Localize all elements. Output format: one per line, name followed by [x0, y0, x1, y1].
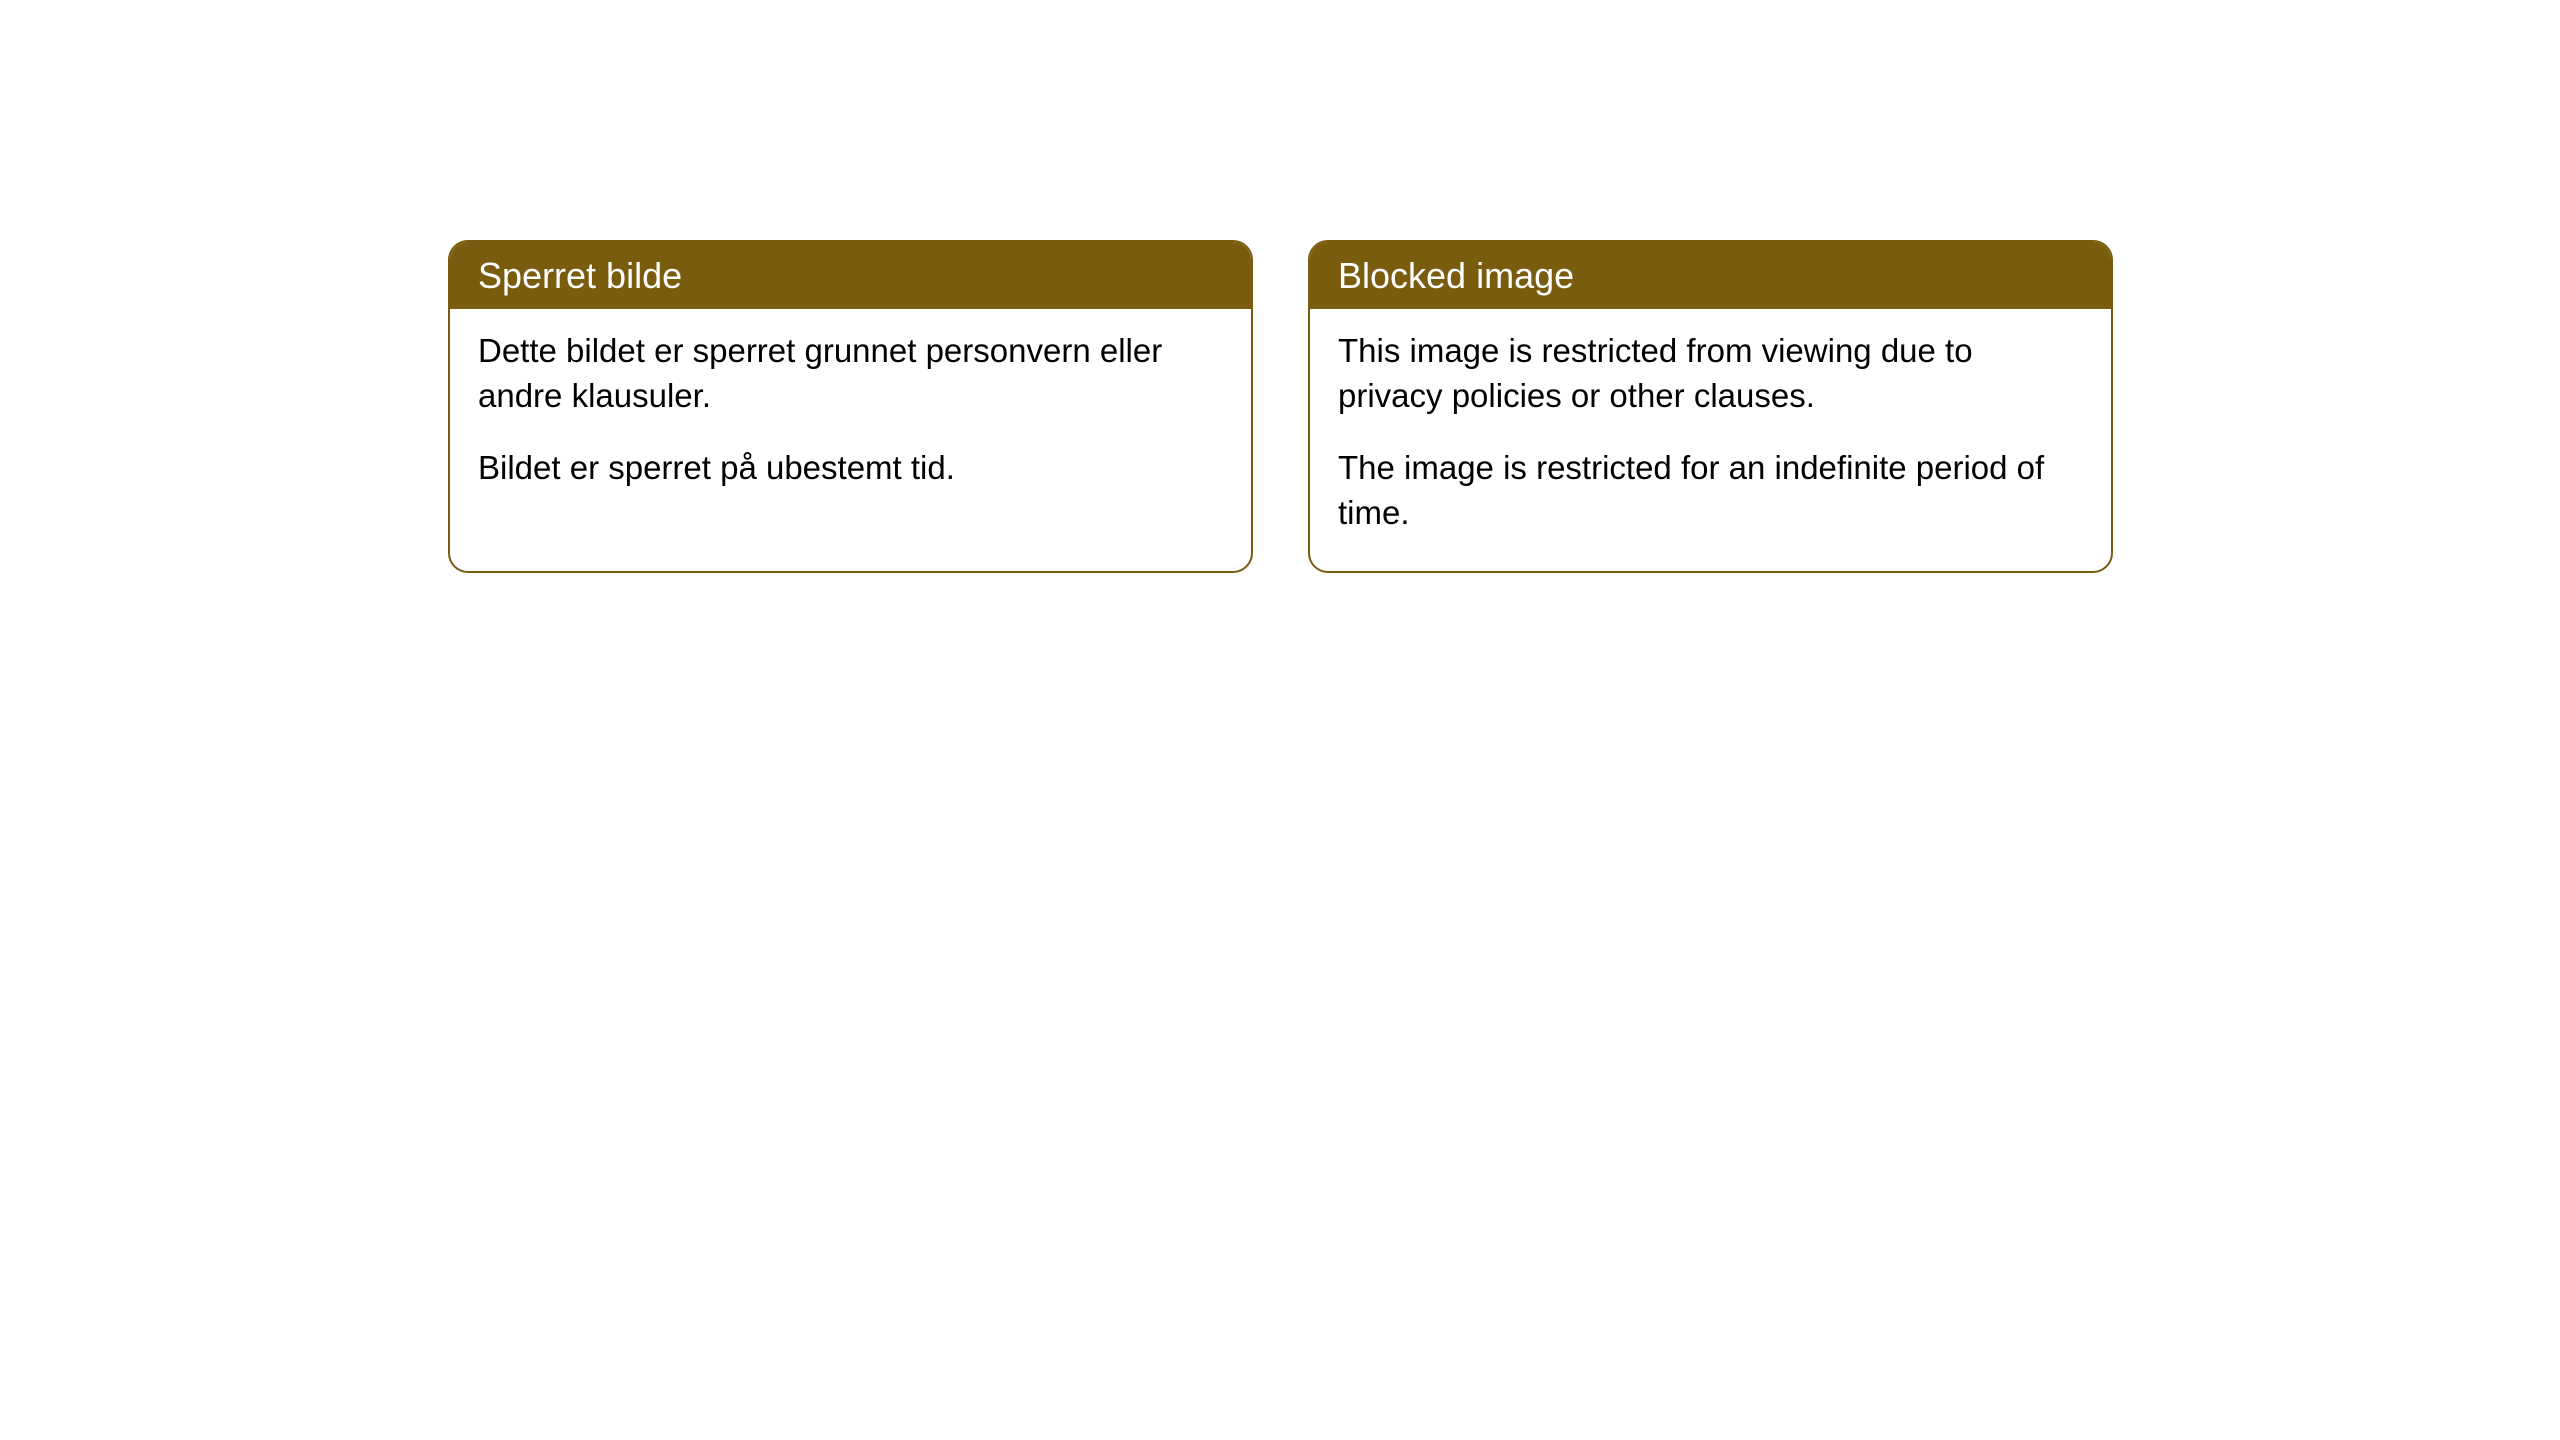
card-header: Sperret bilde — [450, 242, 1251, 309]
card-paragraph-2: The image is restricted for an indefinit… — [1338, 446, 2083, 535]
card-body: Dette bildet er sperret grunnet personve… — [450, 309, 1251, 527]
blocked-image-card-norwegian: Sperret bilde Dette bildet er sperret gr… — [448, 240, 1253, 573]
card-paragraph-1: This image is restricted from viewing du… — [1338, 329, 2083, 418]
blocked-image-card-english: Blocked image This image is restricted f… — [1308, 240, 2113, 573]
card-body: This image is restricted from viewing du… — [1310, 309, 2111, 571]
cards-container: Sperret bilde Dette bildet er sperret gr… — [448, 240, 2113, 573]
card-paragraph-1: Dette bildet er sperret grunnet personve… — [478, 329, 1223, 418]
card-header: Blocked image — [1310, 242, 2111, 309]
card-paragraph-2: Bildet er sperret på ubestemt tid. — [478, 446, 1223, 491]
